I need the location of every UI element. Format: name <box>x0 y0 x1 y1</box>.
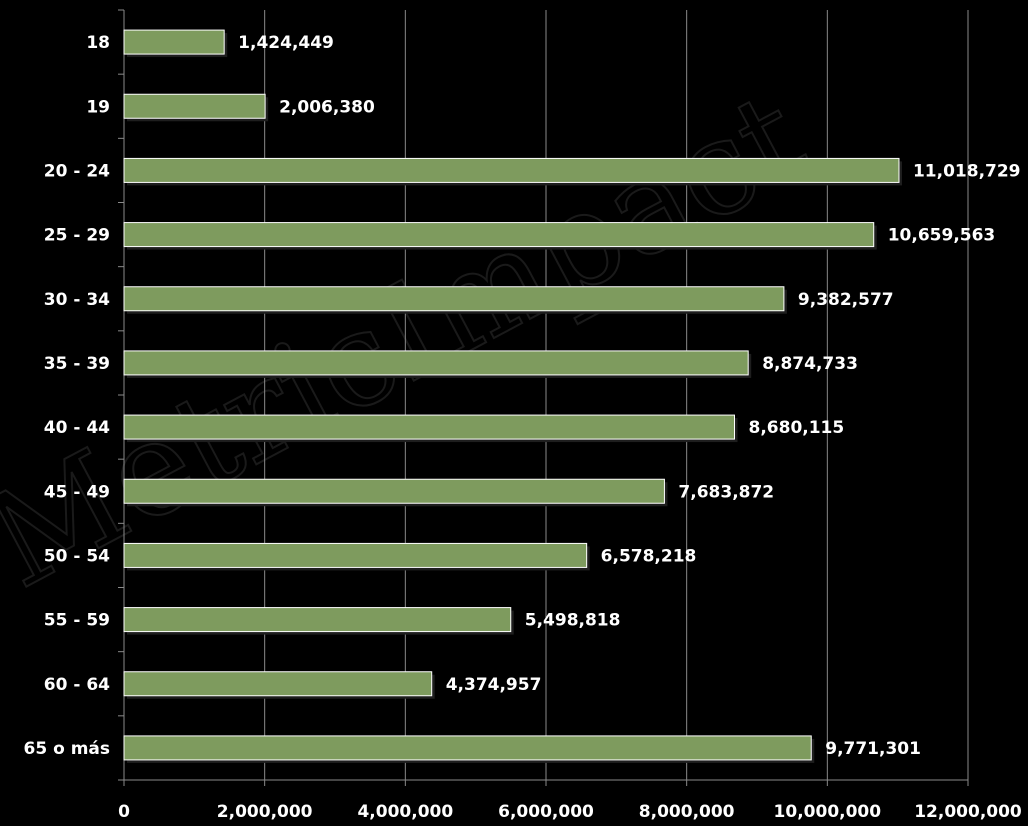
data-label: 8,874,733 <box>762 354 858 374</box>
data-label: 7,683,872 <box>678 482 774 502</box>
bar <box>123 607 512 633</box>
y-tick-label: 60 - 64 <box>44 675 110 695</box>
gridlines <box>264 10 969 780</box>
x-tick-label: 6,000,000 <box>498 802 594 822</box>
bar <box>123 478 665 504</box>
bar <box>123 350 749 376</box>
x-tick-label: 12,000,000 <box>914 802 1022 822</box>
data-label: 9,771,301 <box>825 739 921 759</box>
bar <box>123 29 225 55</box>
axes <box>118 9 969 786</box>
x-tick-label: 2,000,000 <box>217 802 313 822</box>
data-label: 2,006,380 <box>279 97 375 117</box>
data-label: 4,374,957 <box>446 675 542 695</box>
data-label: 6,578,218 <box>601 546 697 566</box>
y-tick-label: 45 - 49 <box>44 482 110 502</box>
labels: 0 2,000,000 4,000,000 6,000,000 8,000,000 10,… <box>24 33 1022 822</box>
x-tick-label: 0 <box>118 802 130 822</box>
bar <box>123 157 900 183</box>
bars <box>123 29 902 763</box>
x-tick-label: 4,000,000 <box>357 802 453 822</box>
bar <box>123 93 266 119</box>
bar <box>123 671 433 697</box>
y-tick-label: 20 - 24 <box>44 161 110 181</box>
data-label: 8,680,115 <box>749 418 845 438</box>
y-tick-label: 19 <box>86 97 110 117</box>
data-label: 10,659,563 <box>888 226 996 246</box>
y-tick-label: 30 - 34 <box>44 290 110 310</box>
y-tick-label: 18 <box>86 33 110 53</box>
y-tick-label: 65 o más <box>24 739 110 759</box>
bar <box>123 414 736 440</box>
y-tick-label: 40 - 44 <box>44 418 110 438</box>
bar <box>123 735 812 761</box>
bar <box>123 286 785 312</box>
x-tick-label: 8,000,000 <box>639 802 735 822</box>
x-tick-label: 10,000,000 <box>774 802 882 822</box>
bar <box>123 542 588 568</box>
data-label: 11,018,729 <box>913 161 1021 181</box>
y-tick-label: 25 - 29 <box>44 226 110 246</box>
data-label: 1,424,449 <box>238 33 334 53</box>
data-label: 9,382,577 <box>798 290 894 310</box>
y-tick-label: 50 - 54 <box>44 546 110 566</box>
data-label: 5,498,818 <box>525 611 621 631</box>
y-tick-label: 55 - 59 <box>44 611 110 631</box>
bar <box>123 222 875 248</box>
y-tick-label: 35 - 39 <box>44 354 110 374</box>
